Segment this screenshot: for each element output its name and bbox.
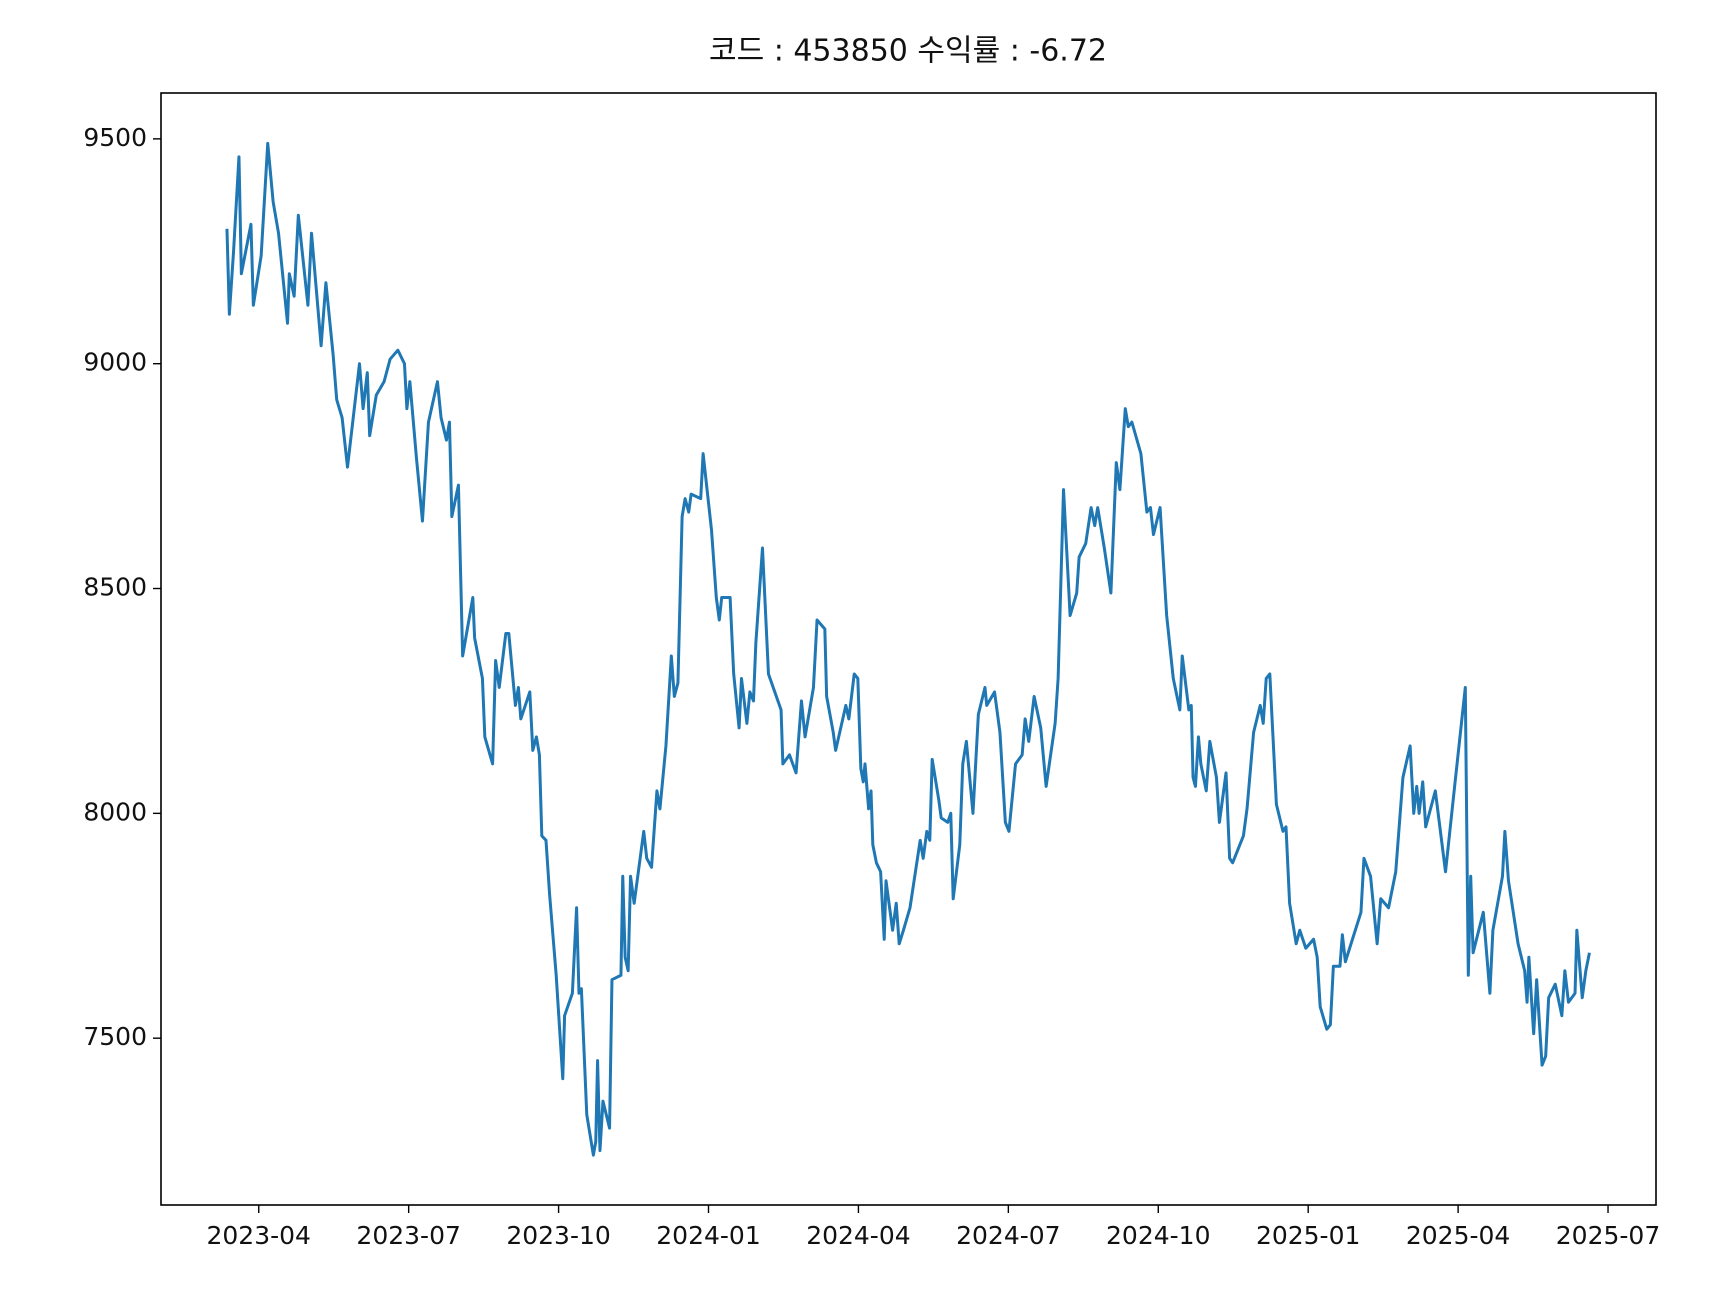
plot-frame xyxy=(160,92,1657,1206)
x-tick-label: 2024-04 xyxy=(806,1221,910,1250)
y-tick-label: 7500 xyxy=(83,1022,147,1051)
x-tick-label: 2024-01 xyxy=(656,1221,760,1250)
x-tick-label: 2024-07 xyxy=(956,1221,1060,1250)
x-tick-label: 2023-10 xyxy=(506,1221,610,1250)
y-tick-label: 8500 xyxy=(83,573,147,602)
x-tick-label: 2023-07 xyxy=(356,1221,460,1250)
x-tick-label: 2023-04 xyxy=(207,1221,311,1250)
chart-title: 코드 : 453850 수익률 : -6.72 xyxy=(709,34,1107,69)
y-tick-label: 9000 xyxy=(83,348,147,377)
price-line xyxy=(225,141,1591,1157)
x-tick-label: 2025-04 xyxy=(1406,1221,1510,1250)
x-tick-label: 2025-07 xyxy=(1556,1221,1660,1250)
y-tick-label: 8000 xyxy=(83,797,147,826)
y-tick-label: 9500 xyxy=(83,123,147,152)
x-tick-label: 2025-01 xyxy=(1256,1221,1360,1250)
x-tick-label: 2024-10 xyxy=(1106,1221,1210,1250)
